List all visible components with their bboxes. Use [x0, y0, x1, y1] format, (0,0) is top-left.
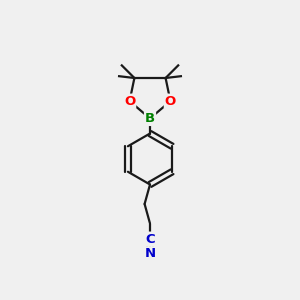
- Text: C: C: [145, 232, 155, 246]
- Text: B: B: [145, 112, 155, 125]
- Text: O: O: [124, 94, 135, 108]
- Text: O: O: [165, 94, 176, 108]
- Text: N: N: [144, 247, 156, 260]
